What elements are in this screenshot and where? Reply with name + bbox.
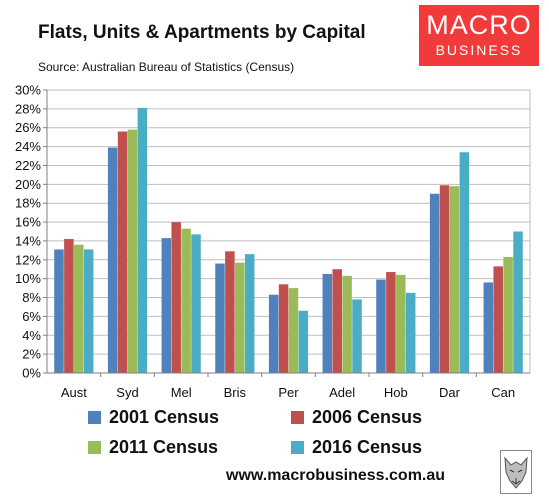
x-tick-label: Dar — [439, 385, 461, 400]
y-tick-label: 8% — [22, 290, 41, 305]
x-tick-label: Syd — [116, 385, 138, 400]
y-tick-label: 10% — [15, 271, 41, 286]
bar-2001-dar — [429, 193, 440, 373]
legend-label-2006: 2006 Census — [312, 406, 423, 427]
bar-2001-hob — [376, 279, 386, 373]
bar-2006-per — [278, 284, 289, 373]
x-tick-label: Per — [278, 385, 299, 400]
chart-title: Flats, Units & Apartments by Capital — [38, 22, 366, 43]
bar-2011-mel — [181, 228, 191, 373]
legend-label-2016: 2016 Census — [312, 436, 423, 457]
y-tick-labels: 0% 2% 4% 6% 8% 10% 12% 14% 16% 18% 20% 22% 24% 26% 28%… — [15, 83, 41, 381]
y-tick-label: 6% — [22, 309, 41, 324]
y-tick-label: 0% — [22, 366, 41, 381]
legend-label-2001: 2001 Census — [109, 406, 220, 427]
plot-area — [46, 89, 531, 374]
bar-2006-adel — [332, 269, 342, 373]
y-tick-label: 24% — [15, 139, 41, 154]
y-tick-label: 4% — [22, 328, 41, 343]
logo-line-2: BUSINESS — [435, 42, 523, 58]
bars — [54, 107, 523, 373]
chart-subtitle: Source: Australian Bureau of Statistics … — [38, 60, 295, 74]
bar-2011-can — [503, 256, 513, 373]
y-tick-label: 16% — [15, 215, 41, 230]
bar-2006-bris — [225, 251, 235, 373]
bar-2011-aust — [74, 244, 84, 373]
axes — [43, 89, 530, 377]
bar-2006-can — [493, 266, 503, 373]
bar-2016-adel — [352, 299, 362, 373]
bar-2016-syd — [137, 107, 148, 373]
x-tick-label: Bris — [224, 385, 247, 400]
macrobusiness-logo: MACRO BUSINESS — [419, 5, 539, 66]
bar-2001-can — [483, 282, 494, 373]
x-tick-label: Can — [491, 385, 515, 400]
footer-url: www.macrobusiness.com.au — [226, 467, 446, 484]
bar-2016-dar — [459, 152, 470, 373]
bar-2016-per — [298, 310, 309, 373]
legend-item-2006: 2006 Census — [291, 407, 422, 427]
y-tick-label: 12% — [15, 252, 41, 267]
bar-2016-hob — [405, 292, 416, 373]
bar-2011-hob — [396, 274, 406, 373]
y-tick-label: 20% — [15, 177, 41, 192]
bar-2016-mel — [191, 234, 201, 373]
y-tick-label: 2% — [22, 347, 41, 362]
legend-item-2016: 2016 Census — [291, 437, 422, 457]
x-tick-label: Mel — [171, 385, 192, 400]
x-tick-label: Aust — [61, 385, 87, 400]
legend-swatch-2001 — [88, 410, 101, 424]
bar-2011-syd — [127, 129, 138, 373]
bar-2006-mel — [171, 222, 181, 373]
bar-2011-bris — [235, 262, 245, 373]
bar-2016-bris — [244, 254, 255, 373]
bar-2011-dar — [449, 186, 460, 373]
bar-2006-dar — [439, 185, 450, 373]
plot-frame — [46, 89, 531, 374]
logo-line-1: MACRO — [426, 10, 532, 40]
gridlines — [47, 89, 530, 355]
bar-2006-syd — [117, 131, 128, 373]
legend-swatch-2011 — [88, 440, 101, 454]
bar-2011-adel — [342, 275, 352, 373]
x-tick-labels: Aust Syd Mel Bris Per Adel Hob Dar Can — [61, 385, 515, 400]
bar-chart: 0% 2% 4% 6% 8% 10% 12% 14% 16% 18% 20% 22% 24% 26% 28%… — [15, 83, 531, 400]
bar-2001-mel — [161, 238, 172, 373]
y-tick-label: 28% — [15, 101, 41, 116]
y-tick-label: 26% — [15, 120, 41, 135]
bar-2016-can — [513, 231, 523, 373]
bar-2016-aust — [83, 249, 94, 373]
bar-2006-hob — [386, 272, 396, 373]
legend-swatch-2016 — [291, 440, 304, 454]
bar-2006-aust — [64, 239, 74, 373]
y-tick-label: 22% — [15, 158, 41, 173]
bar-2001-syd — [107, 147, 118, 373]
bar-2001-bris — [215, 263, 225, 373]
x-tick-label: Hob — [384, 385, 408, 400]
legend-swatch-2006 — [291, 410, 304, 424]
y-tick-label: 18% — [15, 196, 41, 211]
legend-label-2011: 2011 Census — [109, 436, 219, 457]
bar-2001-per — [268, 294, 279, 373]
y-tick-label: 30% — [15, 83, 41, 98]
wolf-logo-icon — [500, 450, 532, 494]
bar-2001-aust — [54, 249, 64, 373]
y-tick-label: 14% — [15, 233, 41, 248]
bar-2011-per — [288, 288, 299, 373]
legend-item-2001: 2001 Census — [88, 407, 219, 427]
legend-item-2011: 2011 Census — [88, 437, 218, 457]
bar-2001-adel — [322, 273, 333, 373]
x-tick-label: Adel — [329, 385, 355, 400]
